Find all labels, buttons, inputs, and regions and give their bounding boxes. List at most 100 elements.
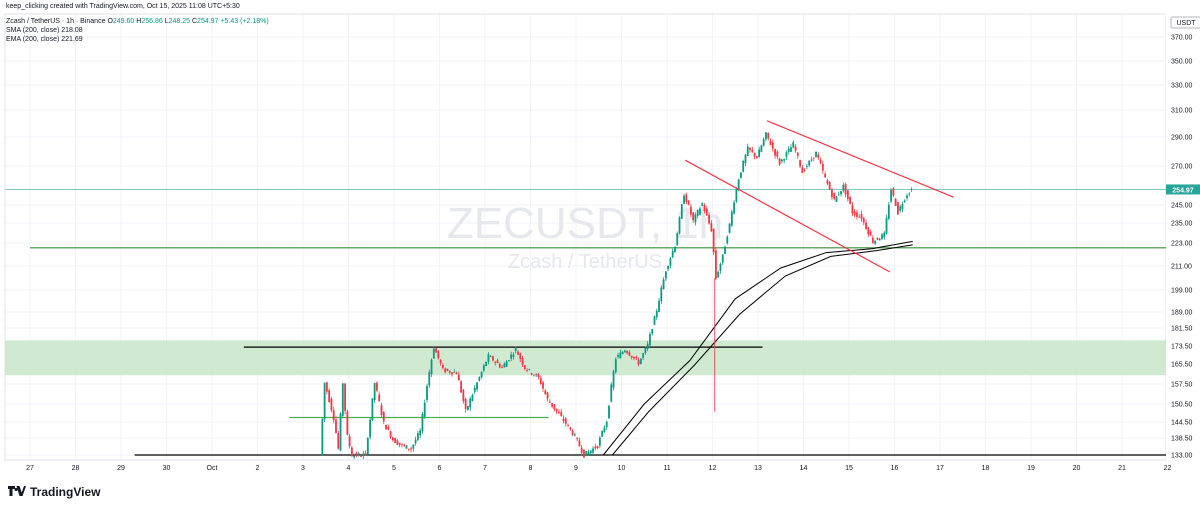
candle-body [724,246,726,255]
x-tick-label: 22 [1164,465,1172,472]
candle-body [821,163,824,171]
candle-body [878,238,881,241]
candle-body [462,389,465,402]
candle-body [819,159,822,164]
candle-body [555,408,558,412]
y-tick-label: 290.00 [1171,135,1193,142]
candle-body [758,149,761,158]
x-tick-label: 11 [663,465,670,472]
y-tick-label: 245.00 [1171,203,1193,210]
candle-body [535,374,538,376]
candle-body [464,398,467,409]
candle-body [728,223,731,233]
candle-body [831,189,833,198]
chart-area[interactable]: ZECUSDT, 1h Zcash / TetherUS USDT 370.00 350… [0,0,1200,480]
currency-label-box [1170,16,1200,29]
y-tick-label: 181.50 [1171,326,1193,333]
candle-body [646,343,649,350]
candle-body [403,444,406,446]
candle-body [416,433,419,440]
candle-body [332,410,335,421]
candle-body [576,437,579,439]
candle-body [687,200,690,205]
candle-body [810,159,813,161]
candle-body [594,446,597,449]
x-tick-label: 3 [301,465,305,472]
tradingview-brand: TradingView [30,484,101,499]
candle-body [719,263,722,271]
candle-body [701,203,704,206]
candle-body [501,366,503,368]
candle-body [776,151,779,157]
candle-body [485,361,488,366]
candle-body [603,427,606,432]
candle-body [573,434,576,436]
candle-body [705,208,708,216]
last-price-label: 254.97 [1172,187,1194,194]
candle-body [612,371,615,388]
candle-body [521,357,524,365]
x-tick-label: 4 [347,465,351,472]
candle-body [580,447,583,453]
candle-body [899,206,902,211]
candle-body [710,223,713,232]
candle-body [371,398,374,421]
candle-body [826,180,829,184]
candle-body [871,237,874,243]
candle-body [503,363,506,368]
y-tick-label: 133.00 [1171,453,1193,460]
candle-body [869,231,872,236]
candle-body [860,214,863,220]
ema-200-line [612,244,913,456]
candle-body [637,360,640,365]
candle-body [642,353,645,358]
tradingview-logo[interactable]: TradingView [8,484,100,499]
candle-body [553,404,556,410]
candle-body [578,440,581,447]
candle-body [364,452,367,454]
candle-body [341,383,344,416]
x-tick-label: 14 [800,465,808,472]
candle-body [537,374,540,377]
candle-body [519,353,522,359]
y-tick-label: 138.50 [1171,436,1193,443]
candle-body [676,233,679,246]
candle-body [382,412,385,422]
x-tick-label: 21 [1118,465,1126,472]
candle-body [817,154,820,158]
candle-body [544,390,547,395]
candle-body [398,442,401,445]
candle-body [808,160,811,166]
candle-body [664,271,667,279]
candle-body [635,356,638,359]
x-tick-label: Oct [207,465,218,472]
candle-body [910,188,913,190]
candle-body [351,447,353,457]
candle-body [715,250,717,279]
candle-body [401,444,403,446]
candle-body [644,347,647,353]
candle-body [906,195,908,199]
support-zone [5,340,1166,376]
candle-body [528,368,531,370]
x-tick-label: 2 [256,465,260,472]
ohlc-close: C254.97 [191,18,219,25]
candle-body [487,354,490,362]
candle-body [649,334,651,346]
candle-body [876,237,879,240]
candle-body [853,211,856,215]
ema-label: EMA (200, close) [6,36,60,43]
candle-body [908,193,911,195]
candle-body [769,140,772,145]
channel-trendline [684,159,891,273]
candle-body [865,222,867,230]
candle-body [526,369,528,371]
candle-body [357,453,360,456]
candle-body [412,444,415,449]
candle-body [835,196,838,202]
candle-body [494,361,497,363]
candle-body [658,300,660,312]
candle-body [558,411,560,414]
ohlc-high: H256.86 [136,18,163,25]
